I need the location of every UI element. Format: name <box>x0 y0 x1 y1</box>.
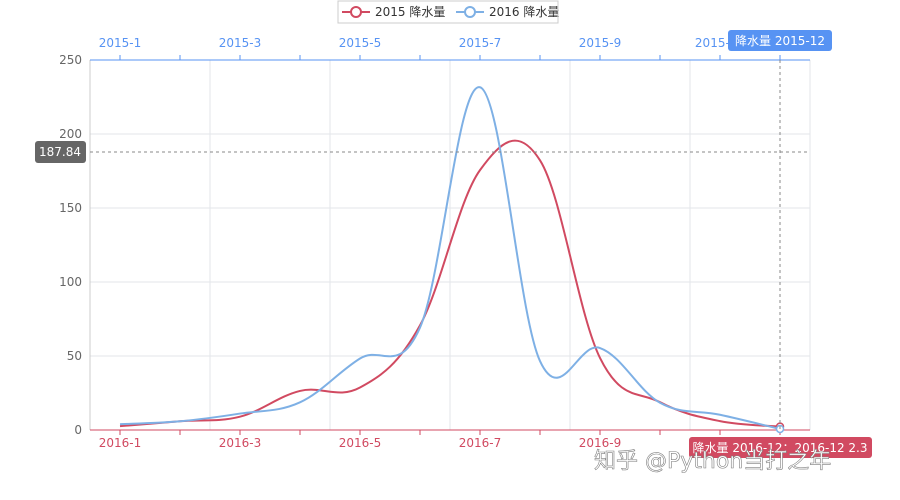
crosshair-bottom-label: 降水量 2016-12：2016-12 2.3 <box>693 441 868 455</box>
crosshair: 187.84 降水量 2015-12 降水量 2016-12：2016-12 2.3 <box>35 30 872 458</box>
top-x-tick-label: 2015-1 <box>99 36 142 50</box>
y-tick-label: 0 <box>74 423 82 437</box>
legend-label: 2016 降水量 <box>489 5 559 19</box>
y-tick-label: 150 <box>59 201 82 215</box>
crosshair-top-label: 降水量 2015-12 <box>735 34 825 48</box>
series-line-2 <box>119 86 781 430</box>
legend-border <box>337 0 559 24</box>
top-x-tick-label: 2015-3 <box>219 36 262 50</box>
crosshair-bottom-label-box <box>689 437 872 458</box>
y-tick-label: 200 <box>59 127 82 141</box>
y-tick-label: 250 <box>59 53 82 67</box>
top-x-tick-label: 2015-7 <box>459 36 502 50</box>
legend-item-2[interactable]: 2016 降水量 <box>456 5 559 19</box>
axes <box>89 55 810 435</box>
tick-labels: 0 50 100 150 200 250 2015-1 2015-3 2015-5 2015-7 2… <box>59 36 745 450</box>
bottom-x-tick-label: 2016-9 <box>579 436 622 450</box>
series-lines <box>119 86 785 434</box>
bottom-x-tick-label: 2016-1 <box>99 436 142 450</box>
legend-item-1[interactable]: 2015 降水量 <box>342 5 445 19</box>
bottom-x-tick-label: 2016-3 <box>219 436 262 450</box>
top-x-tick-label: 2015-5 <box>339 36 382 50</box>
bottom-x-tick-label: 2016-7 <box>459 436 502 450</box>
watermark-text: 知乎 @Python当打之年 <box>594 449 831 474</box>
legend-swatch-marker <box>350 6 362 18</box>
y-tick-label: 100 <box>59 275 82 289</box>
top-x-tick-label: 2015-9 <box>579 36 622 50</box>
crosshair-y-label-box <box>35 140 86 163</box>
crosshair-y-label: 187.84 <box>39 145 81 159</box>
legend[interactable]: 2015 降水量 2016 降水量 <box>337 0 559 24</box>
y-tick-label: 50 <box>67 349 82 363</box>
legend-swatch-marker <box>464 6 476 18</box>
bottom-x-tick-label: 2016-5 <box>339 436 382 450</box>
watermark: 知乎 @Python当打之年 <box>594 449 832 475</box>
crosshair-top-label-box <box>728 30 832 51</box>
legend-label: 2015 降水量 <box>375 5 445 19</box>
